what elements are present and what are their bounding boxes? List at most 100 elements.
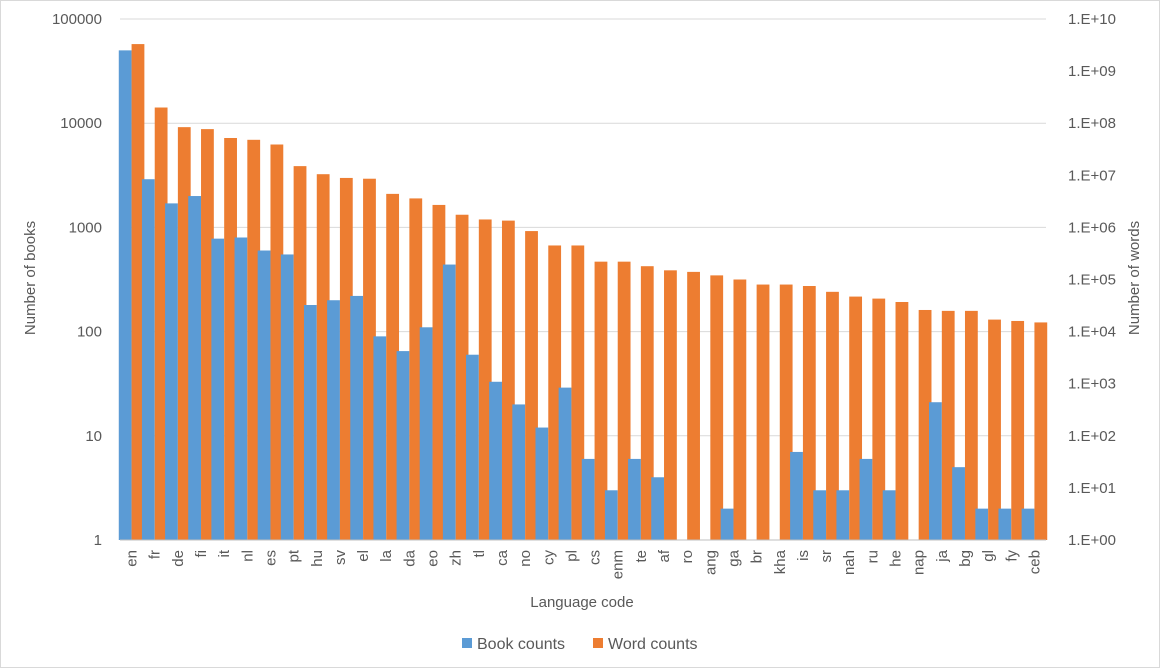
bar-book-counts-pt (280, 254, 294, 540)
right-tick-label: 1.E+01 (1068, 480, 1116, 497)
bar-book-counts-enm (604, 490, 618, 540)
bar-word-counts-fy (1011, 320, 1025, 540)
bar-word-counts-ru (872, 298, 886, 540)
left-tick-label: 100 (77, 324, 102, 341)
x-tick-label-fi: fi (193, 550, 210, 558)
x-tick-label-te: te (633, 550, 650, 563)
x-tick-label-da: da (401, 549, 418, 566)
bar-book-counts-es (257, 250, 271, 540)
bar-book-counts-gl (975, 508, 989, 540)
x-tick-label-nah: nah (841, 550, 858, 575)
legend-swatch-book-counts (462, 638, 472, 648)
x-tick-label-af: af (656, 549, 673, 562)
bar-book-counts-da (396, 351, 410, 540)
bar-word-counts-nap (918, 309, 932, 540)
bar-word-counts-hu (316, 174, 330, 540)
x-tick-label-fr: fr (147, 550, 164, 559)
bar-book-counts-no (512, 404, 526, 540)
x-tick-label-sv: sv (332, 550, 349, 566)
right-tick-label: 1.E+07 (1068, 167, 1116, 184)
bar-word-counts-no (525, 231, 538, 540)
x-tick-label-enm: enm (610, 550, 627, 579)
x-tick-label-gl: gl (980, 550, 997, 562)
bar-book-counts-ga (720, 508, 734, 540)
right-tick-label: 1.E+10 (1068, 11, 1116, 28)
bar-word-counts-gl (988, 319, 1001, 540)
x-tick-label-pl: pl (563, 550, 580, 562)
left-tick-label: 100000 (52, 11, 102, 28)
x-tick-label-is: is (795, 550, 812, 561)
bar-word-counts-tl (478, 219, 492, 541)
legend-swatch-word-counts (593, 638, 603, 648)
bar-book-counts-eo (419, 327, 433, 540)
x-tick-label-el: el (355, 550, 372, 562)
x-tick-label-he: he (888, 550, 905, 567)
bar-word-counts-pl (571, 245, 585, 540)
bar-book-counts-de (165, 203, 178, 541)
bar-word-counts-cs (594, 261, 608, 540)
x-tick-label-fy: fy (1003, 550, 1020, 562)
x-tick-label-it: it (216, 549, 233, 557)
x-tick-label-eo: eo (425, 550, 442, 567)
bar-book-counts-fr (141, 179, 155, 540)
x-tick-label-en: en (124, 550, 141, 567)
x-tick-label-kha: kha (772, 549, 789, 574)
bar-word-counts-ro (687, 271, 700, 540)
x-tick-label-ja: ja (934, 549, 951, 562)
bar-word-counts-de (177, 127, 191, 540)
right-tick-label: 1.E+09 (1068, 63, 1116, 80)
bar-word-counts-es (270, 144, 284, 540)
bar-book-counts-el (350, 295, 364, 540)
bar-book-counts-ceb (1021, 508, 1035, 540)
bar-word-counts-la (386, 193, 400, 541)
bar-book-counts-tl (466, 354, 479, 540)
right-axis-ticks: 1.E+00 1.E+01 1.E+02 1.E+03 1.E+04 1.E+05 1.E+… (1068, 11, 1116, 549)
legend-label-word-counts: Word counts (608, 636, 698, 653)
x-tick-label-cs: cs (587, 550, 604, 565)
right-tick-label: 1.E+05 (1068, 272, 1116, 289)
bar-word-counts-pt (293, 166, 307, 540)
bar-word-counts-enm (617, 261, 631, 540)
bar-book-counts-bg (952, 467, 965, 540)
bar-word-counts-ga (733, 279, 747, 540)
bar-word-counts-is (802, 286, 816, 540)
bar-word-counts-eo (432, 204, 446, 540)
x-tick-label-ca: ca (494, 549, 511, 566)
x-tick-label-pt: pt (286, 549, 303, 562)
left-tick-label: 1000 (69, 219, 102, 236)
bar-book-counts-sr (813, 490, 827, 540)
x-axis-ticks: en fr de fi it nl es pt hu sv el la da eo zh tl ca no cy pl… (124, 549, 1044, 579)
bar-word-counts-it (224, 137, 237, 541)
bar-word-counts-ang (710, 275, 724, 540)
bar-word-counts-bg (964, 310, 978, 540)
bar-book-counts-te (628, 458, 641, 540)
bar-book-counts-en (118, 50, 132, 541)
x-tick-label-ang: ang (702, 550, 719, 575)
bar-book-counts-fi (188, 196, 202, 541)
bar-word-counts-cy (548, 245, 562, 540)
bar-word-counts-kha (779, 284, 793, 540)
right-tick-label: 1.E+02 (1068, 428, 1116, 445)
bar-word-counts-ceb (1034, 322, 1048, 540)
x-tick-label-bg: bg (957, 550, 974, 567)
bar-book-counts-hu (303, 305, 317, 540)
bar-book-counts-is (790, 451, 803, 540)
x-axis-title: Language code (530, 594, 633, 611)
bar-word-counts-fi (201, 129, 214, 540)
x-tick-label-ro: ro (679, 550, 696, 563)
bar-book-counts-pl (558, 387, 572, 540)
right-tick-label: 1.E+03 (1068, 376, 1116, 393)
bar-book-counts-cs (581, 458, 595, 540)
right-tick-label: 1.E+08 (1068, 115, 1116, 132)
bar-word-counts-zh (455, 214, 469, 540)
x-tick-label-la: la (378, 549, 395, 561)
bar-word-counts-ja (941, 310, 955, 540)
bar-word-counts-nl (247, 139, 261, 541)
x-tick-label-nl: nl (239, 550, 256, 562)
x-tick-label-br: br (749, 550, 766, 563)
right-tick-label: 1.E+04 (1068, 324, 1116, 341)
x-tick-label-nap: nap (911, 550, 928, 575)
x-tick-label-es: es (262, 550, 279, 566)
bar-book-counts-ca (489, 381, 502, 540)
